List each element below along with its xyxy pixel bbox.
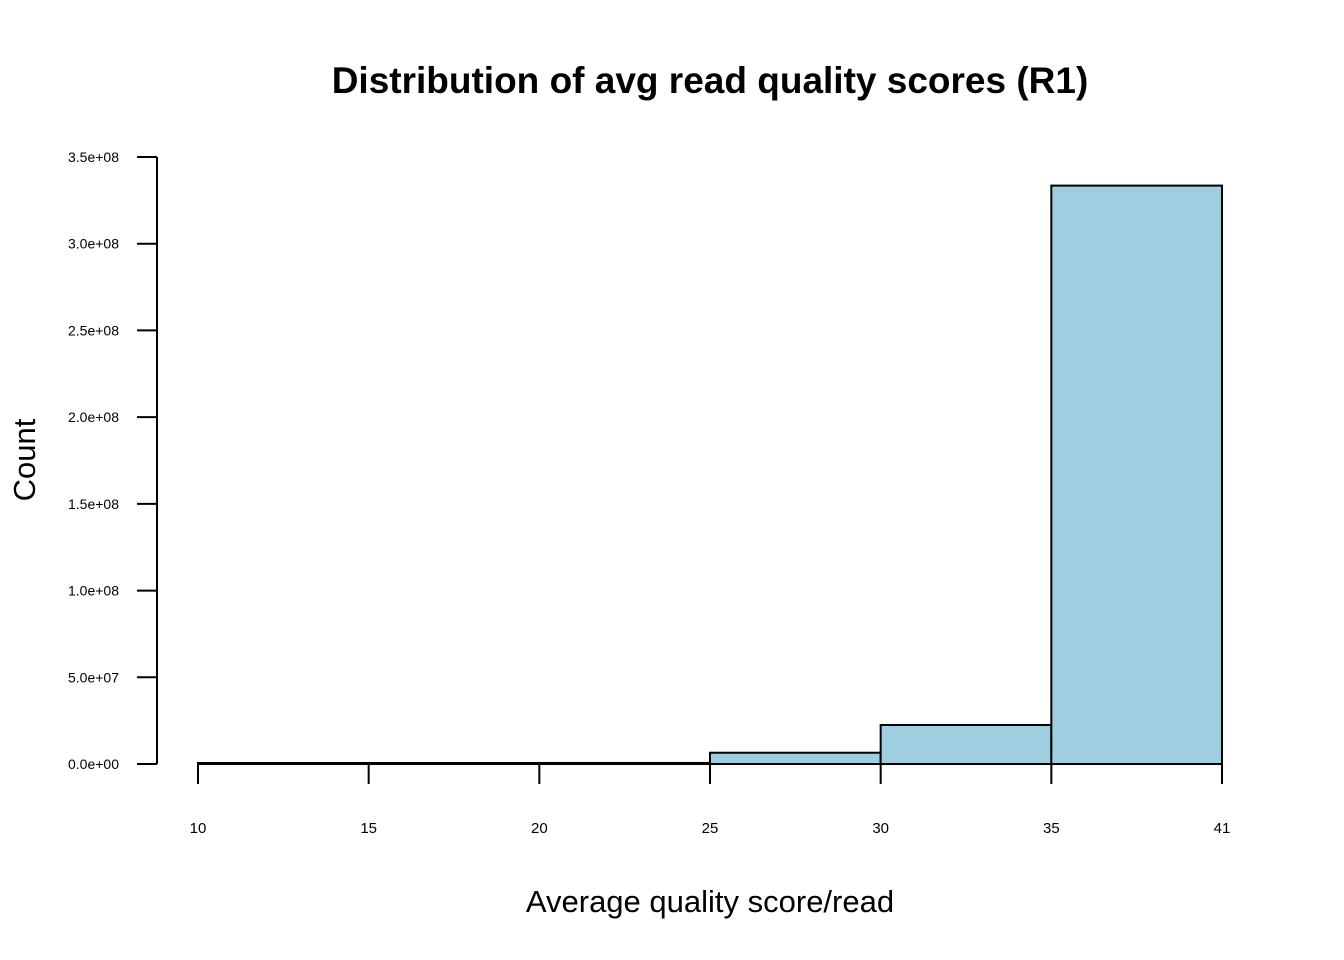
x-tick-label-25: 25 xyxy=(702,820,719,837)
x-tick-label-30: 30 xyxy=(872,820,889,837)
chart-title: Distribution of avg read quality scores … xyxy=(332,60,1089,101)
histogram-bar-35-41 xyxy=(1050,184,1224,765)
y-tick-label-7: 3.5e+08 xyxy=(68,149,119,165)
histogram-bar-25-30 xyxy=(709,751,882,766)
x-axis-label: Average quality score/read xyxy=(526,884,894,919)
y-axis-label: Count xyxy=(7,418,42,501)
y-tick-label-5: 2.5e+08 xyxy=(68,322,119,338)
x-tick-label-15: 15 xyxy=(360,820,377,837)
y-tick-label-6: 3.0e+08 xyxy=(68,236,119,252)
y-tick-label-1: 5.0e+07 xyxy=(68,669,119,685)
y-tick-label-0: 0.0e+00 xyxy=(68,756,119,772)
y-axis: 0.0e+00 5.0e+07 1.0e+08 1.5e+08 2.0e+08 2.5e+… xyxy=(68,149,158,772)
x-tick-label-35: 35 xyxy=(1043,820,1060,837)
y-tick-label-4: 2.0e+08 xyxy=(68,409,119,425)
x-tick-label-41: 41 xyxy=(1214,820,1231,837)
x-axis: 10 15 20 25 30 35 41 xyxy=(190,763,1231,837)
y-tick-label-2: 1.0e+08 xyxy=(68,583,119,599)
x-tick-label-20: 20 xyxy=(531,820,548,837)
x-tick-label-10: 10 xyxy=(190,820,207,837)
bars-group xyxy=(197,184,1224,766)
y-tick-label-3: 1.5e+08 xyxy=(68,496,119,512)
histogram-bar-30-35 xyxy=(879,723,1053,766)
